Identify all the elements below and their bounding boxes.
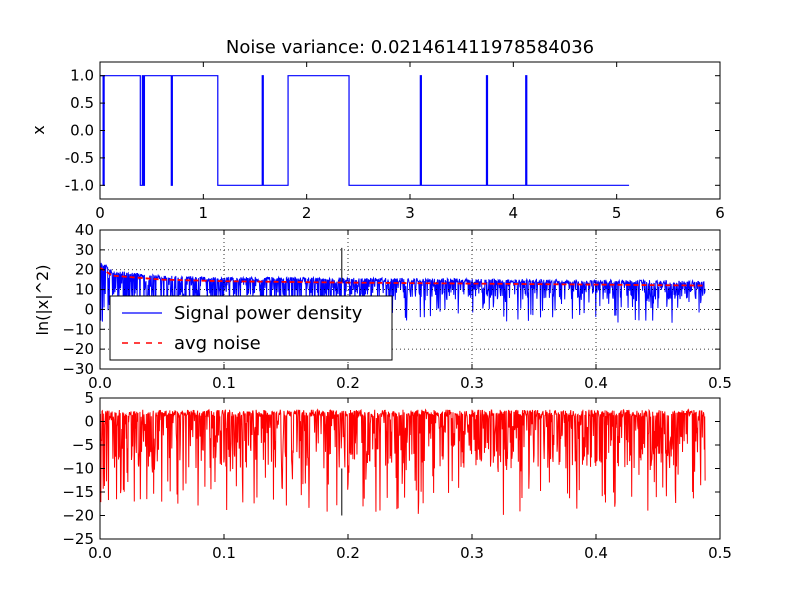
plot1-xtick-label: 6 — [715, 204, 725, 222]
plot3-xtick-label: 0.3 — [460, 544, 484, 562]
plot2-ytick-label: −30 — [62, 360, 94, 378]
plot1-ylabel: x — [29, 125, 48, 134]
plot3-series-line — [100, 408, 706, 515]
plot1-ytick-label: -1.0 — [65, 176, 94, 194]
plot3-ytick-label: −25 — [62, 530, 94, 548]
plot1-xtick-label: 1 — [199, 204, 209, 222]
plot1-ytick-label: -0.5 — [65, 149, 94, 167]
plot3-xtick-label: 0.5 — [708, 544, 732, 562]
plot3-ytick-label: −15 — [62, 483, 94, 501]
legend-avg-label: avg noise — [174, 333, 261, 354]
plot1-xtick-label: 0 — [95, 204, 105, 222]
plot2-ytick-label: 20 — [75, 261, 94, 279]
plot1-area: 0 1 2 3 4 5 6 1.0 0.5 0.0 -0.5 -1.0 — [65, 61, 725, 222]
plot2-ytick-label: 0 — [84, 300, 94, 318]
plot3-area: 0.0 0.1 0.2 0.3 0.4 0.5 5 0 −5 −10 −15 −20 −25 — [62, 389, 732, 562]
plot2-ytick-label: −10 — [62, 320, 94, 338]
plot1-xtick-label: 2 — [302, 204, 312, 222]
plot2-ytick-label: 40 — [75, 221, 94, 239]
plot3-frame — [99, 397, 721, 540]
plot1-xtick-label: 4 — [509, 204, 519, 222]
legend-box — [109, 295, 393, 361]
plot3-ytick-label: 5 — [84, 389, 94, 407]
plot2-ytick-label: −20 — [62, 340, 94, 358]
plot3-ytick-label: −20 — [62, 507, 94, 525]
plot1-signal-line — [100, 75, 630, 186]
plot1-frame — [99, 61, 721, 200]
legend-signal-label: Signal power density — [174, 303, 363, 324]
plot3-xtick-label: 0.0 — [88, 544, 112, 562]
plot1-ytick-label: 0.0 — [70, 122, 94, 140]
plot1-ytick-label: 1.0 — [70, 67, 94, 85]
plot3-xtick-label: 0.2 — [336, 544, 360, 562]
plot2-xtick-label: 0.5 — [708, 374, 732, 392]
plot2-xtick-label: 0.1 — [212, 374, 236, 392]
plot2-ytick-label: 10 — [75, 281, 94, 299]
plot1-xtick-label: 3 — [405, 204, 415, 222]
plot2-xtick-label: 0.4 — [584, 374, 608, 392]
plot2-xtick-label: 0.0 — [88, 374, 112, 392]
plot1-ytick-label: 0.5 — [70, 94, 94, 112]
plot2-ylabel: ln(|x|^2) — [33, 265, 52, 336]
plot1-title: Noise variance: 0.021461411978584036 — [226, 37, 594, 58]
plot2-content — [100, 247, 706, 324]
plot1-xtick-label: 5 — [612, 204, 622, 222]
plot1-content — [100, 75, 630, 186]
plot2-avg-noise-line — [100, 266, 706, 287]
plot2-xtick-label: 0.3 — [460, 374, 484, 392]
plot3-ytick-label: −5 — [72, 436, 94, 454]
plot3-xtick-label: 0.4 — [584, 544, 608, 562]
plot2-ytick-label: 30 — [75, 241, 94, 259]
plot3-content — [100, 408, 706, 516]
plot3-xtick-label: 0.1 — [212, 544, 236, 562]
plot2-legend: Signal power density avg noise — [109, 295, 393, 361]
plot2-frame — [99, 229, 721, 370]
plot3-ytick-label: 0 — [84, 413, 94, 431]
plot3-ytick-label: −10 — [62, 460, 94, 478]
plot2-xtick-label: 0.2 — [336, 374, 360, 392]
plot2-signal-power-line — [100, 259, 706, 324]
plot2-area: 0.0 0.1 0.2 0.3 0.4 0.5 40 30 20 100 −10 −20 −30 Sign… — [62, 221, 732, 392]
